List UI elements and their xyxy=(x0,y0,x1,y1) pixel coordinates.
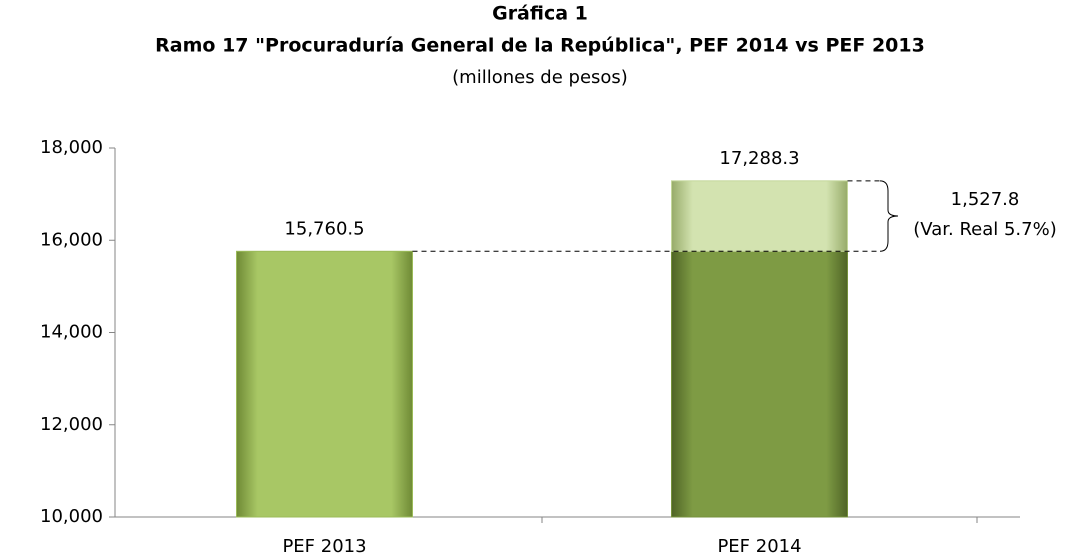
y-tick-label: 16,000 xyxy=(40,229,103,250)
brace xyxy=(879,180,899,252)
difference-label: 1,527.8 xyxy=(951,189,1020,210)
bar-increase xyxy=(671,180,848,252)
y-tick-label: 18,000 xyxy=(40,137,103,158)
difference-note: (Var. Real 5.7%) xyxy=(913,219,1056,240)
x-tick-label: PEF 2014 xyxy=(717,536,801,557)
x-tick-label: PEF 2013 xyxy=(282,536,366,557)
chart-title: Gráfica 1 xyxy=(492,3,588,25)
y-tick-label: 10,000 xyxy=(40,506,103,527)
value-label: 15,760.5 xyxy=(284,218,364,239)
unit-label: (millones de pesos) xyxy=(452,67,628,88)
bar xyxy=(236,250,413,518)
value-label: 17,288.3 xyxy=(719,148,799,169)
chart-subtitle: Ramo 17 "Procuraduría General de la Repú… xyxy=(155,35,925,57)
y-tick-label: 14,000 xyxy=(40,322,103,343)
bar-base xyxy=(671,250,848,518)
y-tick-label: 12,000 xyxy=(40,414,103,435)
